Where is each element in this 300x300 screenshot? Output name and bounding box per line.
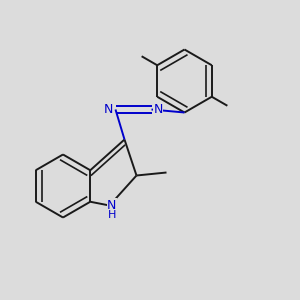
Text: N: N <box>107 199 117 212</box>
Text: H: H <box>108 210 116 220</box>
Text: N: N <box>104 103 114 116</box>
Text: N: N <box>153 103 163 116</box>
